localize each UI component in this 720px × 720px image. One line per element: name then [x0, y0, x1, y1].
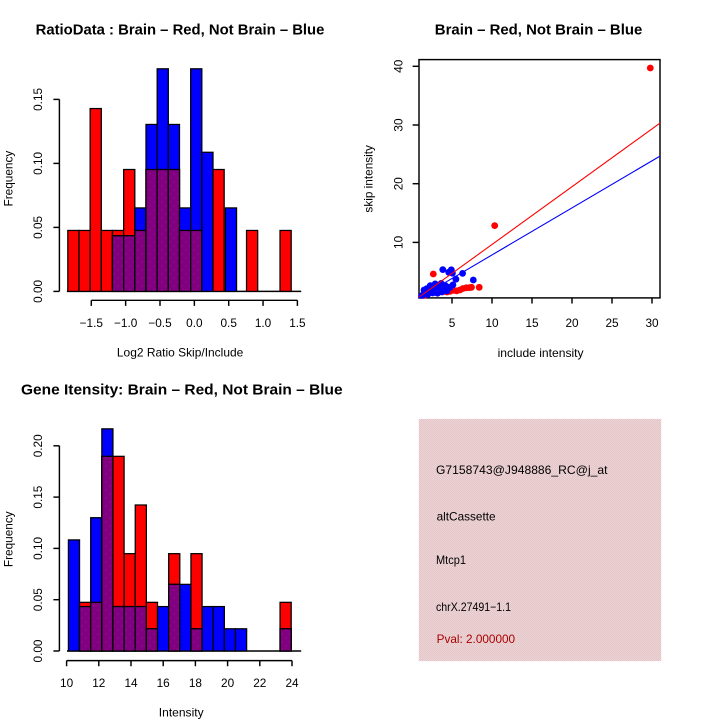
svg-text:30: 30 [391, 118, 405, 132]
svg-text:1.5: 1.5 [289, 316, 306, 330]
svg-text:0.00: 0.00 [31, 279, 45, 302]
svg-text:Intensity: Intensity [159, 706, 204, 720]
svg-text:12: 12 [92, 676, 105, 690]
svg-text:20: 20 [565, 316, 579, 330]
svg-text:0.05: 0.05 [31, 588, 45, 611]
svg-text:1.0: 1.0 [255, 316, 272, 330]
svg-text:14: 14 [124, 676, 138, 690]
svg-text:Pval: 2.000000: Pval: 2.000000 [437, 632, 516, 646]
svg-text:include intensity: include intensity [498, 346, 584, 360]
svg-text:0.0: 0.0 [186, 316, 203, 330]
svg-text:30: 30 [645, 316, 659, 330]
svg-text:Brain – Red, Not Brain – Blue: Brain – Red, Not Brain – Blue [435, 21, 643, 38]
svg-text:altCassette: altCassette [437, 510, 496, 524]
svg-text:−0.5: −0.5 [148, 316, 172, 330]
svg-text:16: 16 [157, 676, 171, 690]
svg-text:chrX.27491−1.1: chrX.27491−1.1 [436, 600, 511, 614]
svg-text:24: 24 [285, 676, 299, 690]
svg-text:10: 10 [485, 316, 499, 330]
svg-text:0.20: 0.20 [31, 434, 45, 457]
svg-text:Mtcp1: Mtcp1 [436, 553, 466, 567]
svg-text:Log2 Ratio Skip/Include: Log2 Ratio Skip/Include [117, 346, 244, 360]
svg-text:20: 20 [221, 676, 235, 690]
svg-text:15: 15 [525, 316, 539, 330]
svg-text:22: 22 [253, 676, 266, 690]
svg-text:0.05: 0.05 [31, 215, 45, 238]
svg-text:10: 10 [60, 676, 74, 690]
svg-text:5: 5 [449, 316, 456, 330]
svg-text:0.10: 0.10 [31, 151, 45, 174]
svg-text:10: 10 [391, 235, 405, 249]
svg-text:0.15: 0.15 [31, 87, 45, 110]
svg-text:18: 18 [189, 676, 203, 690]
svg-text:−1.0: −1.0 [114, 316, 138, 330]
svg-text:Frequency: Frequency [2, 151, 16, 207]
svg-text:Frequency: Frequency [2, 511, 16, 567]
svg-text:20: 20 [391, 177, 405, 191]
svg-text:0.00: 0.00 [31, 639, 45, 662]
svg-text:skip intensity: skip intensity [362, 145, 376, 213]
svg-text:Gene Itensity: Brain – Red, No: Gene Itensity: Brain – Red, Not Brain – … [21, 382, 343, 399]
svg-text:0.15: 0.15 [31, 485, 45, 508]
svg-text:0.5: 0.5 [220, 316, 237, 330]
svg-text:RatioData : Brain – Red, Not B: RatioData : Brain – Red, Not Brain – Blu… [36, 21, 325, 38]
svg-text:25: 25 [605, 316, 619, 330]
svg-text:−1.5: −1.5 [80, 316, 104, 330]
svg-text:G7158743@J948886_RC@j_at: G7158743@J948886_RC@j_at [436, 463, 608, 477]
svg-text:40: 40 [391, 59, 405, 73]
svg-text:0.10: 0.10 [31, 536, 45, 559]
